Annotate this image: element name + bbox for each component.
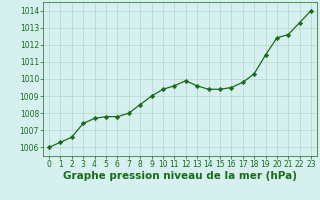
X-axis label: Graphe pression niveau de la mer (hPa): Graphe pression niveau de la mer (hPa) [63,171,297,181]
